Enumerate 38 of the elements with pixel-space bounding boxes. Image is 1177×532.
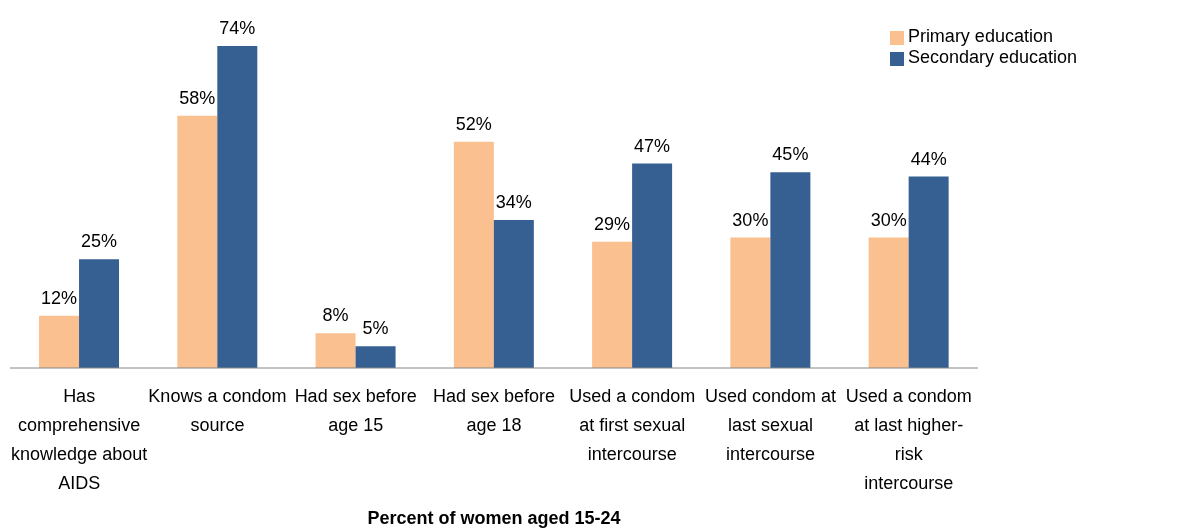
bar (592, 241, 633, 368)
bar (453, 141, 494, 368)
data-label: 5% (362, 318, 389, 339)
x-tick-label: Had sex before age 15 (294, 386, 417, 435)
legend-label: Primary education (907, 26, 1053, 46)
bar (770, 172, 811, 368)
x-tick-label: Has comprehensive knowledge about AIDS (11, 386, 148, 493)
data-label: 29% (594, 213, 631, 234)
x-axis-title: Percent of women aged 15-24 (367, 508, 621, 528)
bar (217, 46, 258, 368)
data-label: 8% (322, 305, 349, 326)
bar (177, 115, 218, 368)
bar (908, 176, 949, 368)
bar (868, 237, 909, 368)
data-label: 45% (772, 144, 809, 165)
data-label: 30% (732, 209, 769, 230)
bar (315, 333, 356, 368)
data-label: 44% (910, 148, 947, 169)
data-label: 58% (179, 87, 216, 108)
bar (730, 237, 771, 368)
x-tick-label: Knows a condom source (148, 386, 287, 435)
data-label: 25% (81, 231, 118, 252)
bar (79, 259, 120, 368)
data-label: 30% (870, 209, 907, 230)
data-label: 47% (634, 135, 671, 156)
data-label: 74% (219, 18, 256, 39)
x-tick-label: Used a condom at last higher-risk intercourse (845, 386, 972, 493)
bar (39, 315, 80, 368)
data-label: 12% (41, 287, 78, 308)
data-label: 52% (455, 113, 492, 134)
x-tick-label: Used a condom at first sexual intercourse (569, 386, 696, 464)
legend-label: Secondary education (907, 47, 1077, 67)
x-tick-label: Used condom at last sexual intercourse (704, 386, 837, 464)
bar (493, 220, 534, 368)
data-label: 34% (495, 192, 532, 213)
bar (355, 346, 396, 368)
bar (632, 163, 673, 368)
x-tick-label: Had sex before age 18 (432, 386, 555, 435)
